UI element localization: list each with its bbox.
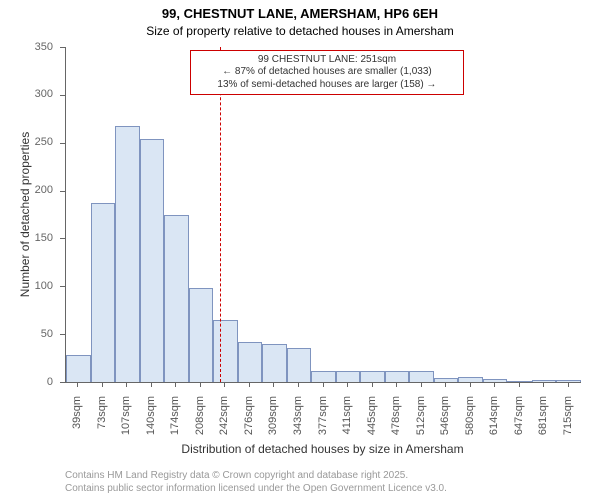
xtick-mark [298,382,299,387]
xtick-mark [200,382,201,387]
xtick-mark [568,382,569,387]
chart-subtitle: Size of property relative to detached ho… [0,24,600,38]
xtick-mark [102,382,103,387]
xtick-mark [175,382,176,387]
bar [360,371,385,382]
caption: Contains HM Land Registry data © Crown c… [65,470,447,495]
bar [189,288,214,382]
ytick-mark [60,382,65,383]
xtick-mark [347,382,348,387]
xtick-mark [396,382,397,387]
xtick-mark [421,382,422,387]
caption-line: Contains HM Land Registry data © Crown c… [65,470,447,483]
xtick-mark [323,382,324,387]
y-axis-label: Number of detached properties [18,47,32,382]
bar [262,344,287,382]
xtick-mark [224,382,225,387]
reference-line [220,47,221,382]
xtick-mark [77,382,78,387]
xtick-mark [494,382,495,387]
annotation-line: ← 87% of detached houses are smaller (1,… [197,66,457,79]
xtick-mark [372,382,373,387]
bar [311,371,336,382]
ytick-mark [60,143,65,144]
xtick-mark [273,382,274,387]
xtick-mark [151,382,152,387]
xtick-mark [445,382,446,387]
ytick-mark [60,191,65,192]
chart-title: 99, CHESTNUT LANE, AMERSHAM, HP6 6EH [0,6,600,21]
annotation-line: 13% of semi-detached houses are larger (… [197,79,457,92]
annotation-box: 99 CHESTNUT LANE: 251sqm← 87% of detache… [190,50,464,96]
bar [336,371,361,382]
bar [385,371,410,382]
ytick-mark [60,47,65,48]
plot-area: 99 CHESTNUT LANE: 251sqm← 87% of detache… [65,47,581,383]
bar [238,342,263,382]
bar [66,355,91,382]
annotation-line: 99 CHESTNUT LANE: 251sqm [197,54,457,67]
caption-line: Contains public sector information licen… [65,483,447,496]
ytick-mark [60,95,65,96]
bar [91,203,116,382]
chart-container: 99, CHESTNUT LANE, AMERSHAM, HP6 6EH Siz… [0,0,600,500]
bar [140,139,165,382]
bar [213,320,238,382]
xtick-mark [470,382,471,387]
xtick-mark [249,382,250,387]
xtick-mark [543,382,544,387]
xtick-mark [519,382,520,387]
bar [115,126,140,383]
ytick-mark [60,334,65,335]
x-axis-label: Distribution of detached houses by size … [65,442,580,456]
bar [164,215,189,382]
xtick-mark [126,382,127,387]
ytick-mark [60,286,65,287]
bar [409,371,434,382]
ytick-mark [60,238,65,239]
bar [287,348,312,382]
